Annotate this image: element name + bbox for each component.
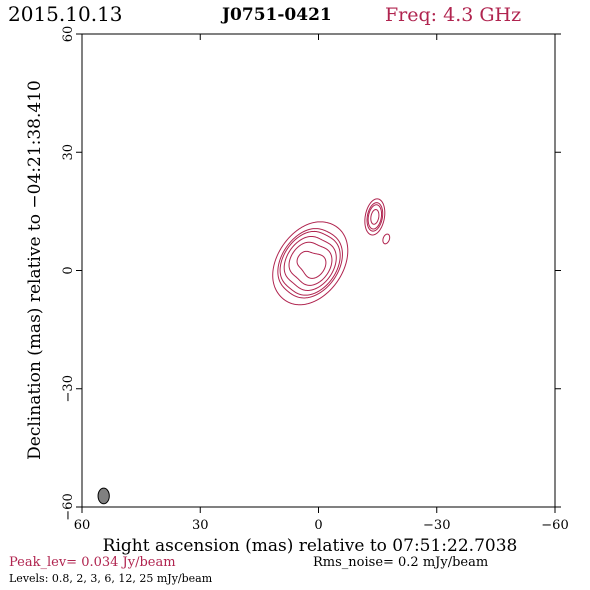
y-tick-label: −30 bbox=[61, 375, 76, 402]
y-axis-label: Declination (mas) relative to −04:21:38.… bbox=[25, 80, 45, 460]
x-tick-label: 30 bbox=[192, 518, 209, 533]
contour-plot bbox=[272, 198, 391, 306]
y-tick-label: 0 bbox=[61, 266, 76, 274]
x-tick-label: −30 bbox=[423, 518, 450, 533]
x-tick-label: 60 bbox=[74, 518, 91, 533]
plot-frame bbox=[81, 33, 556, 508]
contour-level-3 bbox=[279, 204, 383, 296]
source-name: J0751-0421 bbox=[220, 5, 332, 25]
observation-date: 2015.10.13 bbox=[8, 2, 123, 26]
contour-level-25 bbox=[296, 250, 327, 279]
contour-level-0_8 bbox=[272, 198, 391, 306]
beam-shape bbox=[97, 487, 110, 505]
y-tick-label: −60 bbox=[61, 493, 76, 520]
y-tick-label: 30 bbox=[61, 144, 76, 161]
x-tick-label: −60 bbox=[541, 518, 568, 533]
rms-noise: Rms_noise= 0.2 mJy/beam bbox=[313, 555, 488, 570]
peak-level: Peak_lev= 0.034 Jy/beam bbox=[9, 555, 176, 570]
contour-level-6 bbox=[283, 209, 380, 291]
x-tick-label: 0 bbox=[314, 518, 322, 533]
y-tick-label: 60 bbox=[61, 26, 76, 43]
contour-level-12 bbox=[288, 241, 333, 286]
y-axis-ticks: −60 −30 0 30 60 bbox=[61, 26, 561, 521]
x-axis-ticks: 60 30 0 −30 −60 bbox=[74, 34, 569, 533]
contour-level-2 bbox=[277, 202, 384, 299]
contour-levels: Levels: 0.8, 2, 3, 6, 12, 25 mJy/beam bbox=[9, 572, 213, 585]
x-axis-label: Right ascension (mas) relative to 07:51:… bbox=[103, 536, 518, 556]
beam-ellipse bbox=[97, 487, 110, 505]
frequency-label: Freq: 4.3 GHz bbox=[385, 4, 521, 26]
